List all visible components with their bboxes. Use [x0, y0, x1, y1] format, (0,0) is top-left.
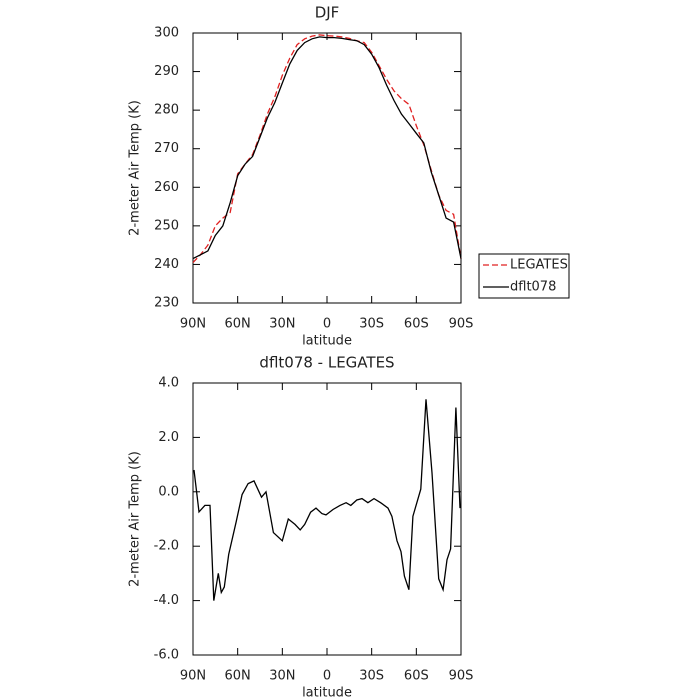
data-line — [192, 34, 462, 263]
y-tick-label: 270 — [154, 141, 179, 156]
y-tick-label: 2.0 — [158, 430, 179, 445]
x-tick-label: 0 — [323, 317, 331, 332]
x-axis-label: latitude — [302, 686, 352, 700]
plot-frame — [192, 32, 462, 304]
y-tick-label: 290 — [154, 64, 179, 79]
legend-label: LEGATES — [510, 258, 568, 273]
y-tick-label: 4.0 — [158, 376, 179, 391]
y-tick-label: -4.0 — [154, 593, 179, 608]
legend-label: dflt078 — [510, 280, 556, 295]
y-axis-label: 2-meter Air Temp (K) — [128, 451, 143, 587]
x-tick-label: 60N — [225, 317, 251, 332]
y-tick-label: 230 — [154, 296, 179, 311]
x-tick-label: 60N — [225, 669, 251, 684]
x-tick-label: 60S — [404, 317, 429, 332]
x-tick-label: 90N — [180, 669, 206, 684]
y-tick-label: 250 — [154, 218, 179, 233]
x-tick-label: 90N — [180, 317, 206, 332]
y-tick-label: -2.0 — [154, 539, 179, 554]
chart-title: dflt078 - LEGATES — [259, 354, 394, 372]
y-tick-label: -6.0 — [154, 648, 179, 663]
x-axis-label: latitude — [302, 334, 352, 349]
data-line — [193, 399, 461, 601]
data-line — [192, 36, 462, 260]
x-tick-label: 60S — [404, 669, 429, 684]
y-tick-label: 280 — [154, 103, 179, 118]
plot-frame — [192, 382, 462, 656]
y-tick-label: 260 — [154, 180, 179, 195]
x-tick-label: 30N — [269, 669, 295, 684]
legend-box — [478, 253, 570, 299]
y-tick-label: 240 — [154, 257, 179, 272]
x-tick-label: 30S — [359, 669, 384, 684]
x-tick-label: 90S — [449, 317, 474, 332]
x-tick-label: 0 — [323, 669, 331, 684]
y-axis-label: 2-meter Air Temp (K) — [128, 100, 143, 236]
x-tick-label: 90S — [449, 669, 474, 684]
y-tick-label: 0.0 — [158, 484, 179, 499]
x-tick-label: 30N — [269, 317, 295, 332]
x-tick-label: 30S — [359, 317, 384, 332]
y-tick-label: 300 — [154, 26, 179, 41]
chart-title: DJF — [315, 4, 340, 22]
